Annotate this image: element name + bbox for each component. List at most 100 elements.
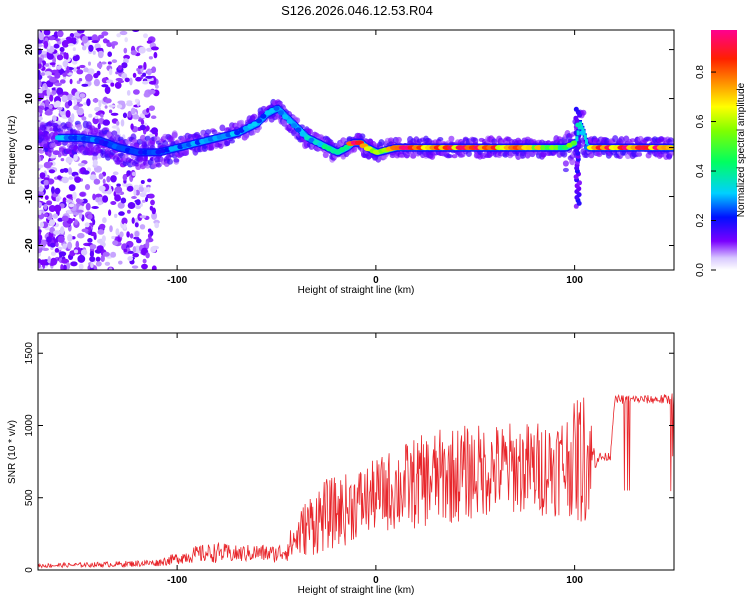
spectrogram-noise-blob [111,125,119,129]
spectrogram-noise-blob [38,44,43,48]
snr-y-tick-label: 0 [24,567,35,573]
snr-y-axis-title: SNR (10 * v/v) [7,420,18,484]
spectrogram-noise-blob [108,68,113,76]
spectrogram-noise-blob [131,196,137,199]
spectrogram-noise-blob [77,232,85,239]
spectrogram-noise-blob [117,65,123,71]
spectrogram-noise-blob [101,61,107,65]
spectrogram-noise-blob [140,119,145,125]
spectrogram-noise-blob [93,73,99,79]
spectrogram-halo-blob [173,158,180,163]
spectrogram-noise-blob [53,230,61,235]
spectrogram-halo-blob [224,140,231,146]
spectrogram-noise-blob [135,76,142,82]
spectrogram-noise-blob [127,202,136,209]
spectrogram-noise-blob [110,251,117,258]
spectrogram-noise-blob [75,198,81,204]
spectrogram-ridge-blob [68,135,74,141]
spectrogram-noise-blob [127,110,132,118]
spectrogram-noise-blob [39,172,46,179]
spectrogram-noise-blob [50,257,58,266]
spectrogram-ridge-blob [549,145,555,151]
spectrogram-noise-blob [119,231,124,238]
spectrogram-noise-blob [92,218,96,226]
spectrogram-noise-blob [43,161,52,169]
spectrogram-halo-blob [139,134,146,142]
spectrogram-noise-blob [48,219,56,227]
spectrogram-noise-blob [44,63,50,67]
spectrogram-noise-blob [150,199,155,206]
spectrogram-ridge-blob [334,149,341,155]
spectrogram-noise-blob [127,250,135,254]
spectrogram-noise-blob [141,263,148,270]
spectrogram-noise-blob [134,230,140,238]
spectrogram-noise-blob [74,219,78,226]
spectrogram-noise-blob [108,267,113,270]
spectrogram-noise-blob [82,170,90,175]
snr-x-tick-label: 0 [373,575,379,586]
spectrogram-noise-blob [73,67,77,72]
spectrogram-noise-blob [114,186,123,194]
spectrogram-noise-blob [138,65,143,69]
spectrogram-halo-blob [562,167,569,173]
spectrogram-y-tick-label: 10 [24,93,35,105]
spectrogram-halo-blob [437,137,444,142]
spectrogram-noise-blob [130,107,136,115]
spectrogram-noise-blob [114,81,122,89]
spectrogram-noise-blob [38,79,42,88]
spectrogram-noise-blob [75,240,80,249]
spectrogram-noise-blob [55,197,60,202]
spectrogram-ridge-blob [339,147,346,152]
spectrogram-noise-blob [147,193,155,199]
colorbar-label: Normalized spectral amplitude [736,82,747,217]
spectrogram-halo-blob [451,154,458,159]
spectrogram-noise-blob [76,66,81,70]
spectrogram-y-ticks: -20 -10 0 10 20 [24,44,674,253]
spectrogram-noise-blob [67,241,73,250]
spectrogram-ridge-blob [133,149,140,155]
spectrogram-noise-blob [91,206,99,209]
colorbar-gradient [711,30,737,270]
spectrogram-noise-blob [89,244,97,250]
spectrogram-noise-blob [87,214,93,220]
spectrogram-halo-blob [629,138,636,143]
spectrogram-noise-blob [89,174,97,181]
spectrogram-noise-blob [38,74,43,80]
spectrogram-ridge-blob [273,105,280,111]
spectrogram-noise-blob [145,196,148,202]
spectrogram-halo-blob [395,136,402,143]
spectrogram-noise-blob [38,57,43,64]
spectrogram-ridge-blob [286,118,293,124]
spectrogram-noise-blob [111,43,115,49]
spectrogram-halo-blob [569,158,576,166]
spectrogram-noise-blob [77,30,85,34]
spectrogram-noise-blob [66,66,70,74]
spectrogram-noise-blob [39,259,47,266]
spectrogram-ridge-blob [277,110,284,116]
spectrogram-noise-blob [97,201,102,206]
spectrogram-excursion-blob [573,115,579,121]
spectrogram-noise-blob [40,72,46,76]
spectrogram-noise-blob [101,235,106,243]
spectrogram-noise-blob [48,104,53,110]
spectrogram-noise-blob [43,203,48,210]
spectrogram-noise-blob [78,263,84,270]
spectrogram-halo-blob [446,154,453,159]
spectrogram-frame [37,29,675,271]
spectrogram-noise-blob [65,199,73,203]
spectrogram-noise-blob [61,94,68,103]
spectrogram-noise-blob [125,101,133,107]
spectrogram-noise-blob [38,62,42,69]
spectrogram-halo-blob [306,128,313,135]
spectrogram-ridge-blob [146,149,153,155]
spectrogram-noise-blob [52,213,59,219]
spectrogram-noise-blob [130,123,134,130]
spectrogram-noise-blob [92,159,98,166]
spectrogram-noise-blob [117,202,125,209]
spectrogram-noise-blob [69,78,73,85]
spectrogram-noise-blob [86,98,91,107]
spectrogram-noise-blob [145,241,150,248]
spectrogram-noise-blob [73,98,78,106]
spectrogram-noise-blob [38,262,41,269]
spectrogram-halo-blob [76,123,83,131]
